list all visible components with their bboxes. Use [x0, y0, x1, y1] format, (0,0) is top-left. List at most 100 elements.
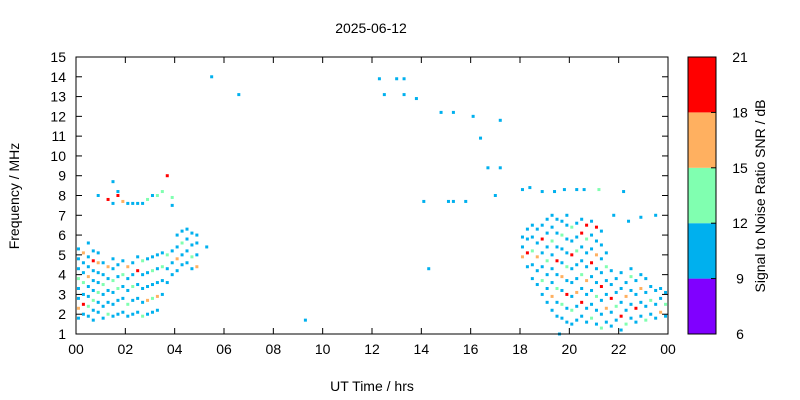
y-tick-label: 6	[58, 227, 66, 243]
data-point	[614, 290, 618, 294]
data-point	[624, 281, 628, 285]
data-point	[550, 308, 554, 312]
data-point	[575, 277, 579, 281]
data-point	[175, 257, 179, 261]
data-point	[126, 302, 130, 306]
data-point	[165, 267, 169, 271]
data-point	[402, 93, 406, 97]
data-point	[170, 203, 174, 207]
data-point	[545, 259, 549, 263]
data-point	[498, 166, 502, 170]
x-tick-label: 04	[167, 341, 183, 357]
data-point	[622, 190, 626, 194]
data-point	[111, 302, 115, 306]
data-point	[550, 294, 554, 298]
data-point	[599, 229, 603, 233]
data-point	[146, 197, 150, 201]
data-point	[165, 174, 169, 178]
data-point	[560, 247, 564, 251]
y-tick-label: 5	[58, 247, 66, 263]
data-point	[451, 199, 455, 203]
data-point	[439, 110, 443, 114]
data-point	[634, 279, 638, 283]
data-point	[560, 302, 564, 306]
data-point	[599, 298, 603, 302]
data-point	[136, 201, 140, 205]
data-point	[585, 279, 589, 283]
colorbar-frame	[687, 56, 717, 335]
data-point	[111, 314, 115, 318]
data-point	[377, 77, 381, 81]
data-point	[86, 255, 90, 259]
data-point	[654, 316, 658, 320]
y-tick-label: 12	[50, 108, 66, 124]
x-tick-label: 20	[562, 341, 578, 357]
data-point	[525, 237, 529, 241]
colorbar-band	[688, 278, 716, 334]
data-point	[180, 241, 184, 245]
data-point	[634, 320, 638, 324]
data-point	[131, 261, 135, 265]
data-point	[195, 241, 199, 245]
data-point	[664, 290, 668, 294]
data-point	[604, 306, 608, 310]
data-point	[550, 253, 554, 257]
data-point	[609, 324, 613, 328]
y-tick-label: 7	[58, 207, 66, 223]
colorbar-tick-label: 12	[732, 215, 748, 231]
data-point	[664, 314, 668, 318]
data-point	[76, 277, 80, 281]
data-point	[160, 251, 164, 255]
data-point	[116, 298, 120, 302]
data-point	[555, 314, 559, 318]
data-point	[560, 288, 564, 292]
data-point	[594, 239, 598, 243]
data-point	[590, 275, 594, 279]
data-point	[540, 223, 544, 227]
data-point	[427, 267, 431, 271]
data-point	[649, 312, 653, 316]
data-point	[141, 273, 145, 277]
data-point	[550, 213, 554, 217]
data-point	[185, 227, 189, 231]
data-point	[545, 286, 549, 290]
data-point	[550, 225, 554, 229]
y-tick-label: 8	[58, 188, 66, 204]
data-point	[654, 288, 658, 292]
data-point	[146, 312, 150, 316]
data-point	[121, 273, 125, 277]
y-tick-label: 9	[58, 168, 66, 184]
data-point	[382, 93, 386, 97]
data-point	[91, 249, 95, 253]
data-point	[644, 318, 648, 322]
data-point	[614, 304, 618, 308]
data-point	[126, 277, 130, 281]
data-point	[86, 265, 90, 269]
data-point	[146, 298, 150, 302]
data-point	[560, 261, 564, 265]
data-point	[565, 237, 569, 241]
data-point	[86, 294, 90, 298]
data-point	[136, 269, 140, 273]
data-point	[634, 292, 638, 296]
data-point	[560, 316, 564, 320]
data-point	[604, 320, 608, 324]
data-point	[101, 273, 105, 277]
data-point	[530, 263, 534, 267]
data-point	[131, 273, 135, 277]
y-tick-label: 13	[50, 89, 66, 105]
data-point	[136, 296, 140, 300]
data-point	[76, 286, 80, 290]
data-point	[562, 188, 566, 192]
data-point	[570, 225, 574, 229]
colorbar-tick-label: 9	[736, 271, 744, 287]
data-point	[76, 306, 80, 310]
data-point	[126, 201, 130, 205]
data-point	[575, 290, 579, 294]
data-point	[180, 263, 184, 267]
y-tick-label: 15	[50, 49, 66, 65]
data-point	[76, 257, 80, 261]
data-point	[545, 273, 549, 277]
data-point	[121, 285, 125, 289]
data-point	[136, 255, 140, 259]
